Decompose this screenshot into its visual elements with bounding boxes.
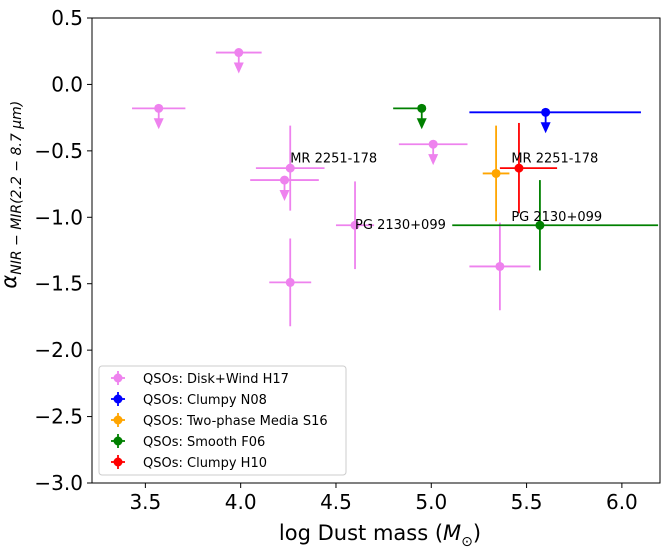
marker <box>428 139 438 149</box>
data-point <box>215 48 262 74</box>
legend-entry: QSOs: Clumpy N08 <box>111 392 267 408</box>
marker <box>495 261 505 271</box>
x-tick-label: 3.5 <box>129 490 161 514</box>
upper-limit-arrow <box>416 118 427 130</box>
y-tick-label: −2.0 <box>34 338 83 362</box>
legend-label: QSOs: Clumpy N08 <box>143 393 267 408</box>
marker <box>417 103 427 113</box>
upper-limit-arrow <box>279 190 290 202</box>
data-point <box>469 222 531 311</box>
data-layer <box>132 48 659 327</box>
legend-marker <box>113 436 123 446</box>
y-tick-label: −1.0 <box>34 205 83 229</box>
x-tick-label: 4.5 <box>320 490 352 514</box>
marker <box>285 277 295 287</box>
legend-entry: QSOs: Two-phase Media S16 <box>111 413 328 429</box>
legend-label: QSOs: Two-phase Media S16 <box>143 414 328 429</box>
data-point <box>499 122 558 214</box>
y-tick-label: −0.5 <box>34 139 83 163</box>
legend-label: QSOs: Smooth F06 <box>143 435 265 450</box>
x-axis-label: log Dust mass (M⊙) <box>279 521 481 548</box>
legend-marker <box>113 394 123 404</box>
data-point <box>482 125 510 222</box>
y-tick-label: 0.0 <box>51 72 83 96</box>
data-point <box>335 181 375 270</box>
legend-marker <box>113 415 123 425</box>
x-tick-label: 4.0 <box>225 490 257 514</box>
x-tick-label: 5.5 <box>511 490 543 514</box>
legend-marker <box>113 373 123 383</box>
upper-limit-arrow <box>540 122 551 134</box>
marker <box>541 107 551 117</box>
legend-entry: QSOs: Clumpy H10 <box>111 455 267 471</box>
y-axis-label: αNIR − MIR(2.2 − 8.7 μm) <box>0 101 25 289</box>
upper-limit-arrow <box>428 154 439 166</box>
legend-label: QSOs: Disk+Wind H17 <box>143 372 289 387</box>
data-point <box>132 103 186 130</box>
data-point <box>269 238 312 327</box>
ticks: 3.5 4.0 4.5 5.0 5.5 6.0 0.5 0.0 −0.5 −1.0 −1.5 −2.0… <box>34 6 637 514</box>
data-point <box>393 103 427 130</box>
plot-frame <box>91 17 661 484</box>
upper-limit-arrow <box>153 118 164 130</box>
data-point <box>452 180 659 271</box>
legend-label: QSOs: Clumpy H10 <box>143 456 267 471</box>
annotation-label: MR 2251-178 <box>290 152 377 167</box>
annotation-label: MR 2251-178 <box>511 152 598 167</box>
marker <box>280 175 290 185</box>
legend-box <box>98 365 347 476</box>
annotation-label: PG 2130+099 <box>355 218 446 233</box>
marker <box>234 48 244 58</box>
annotation-label: PG 2130+099 <box>511 210 602 225</box>
marker <box>285 163 295 173</box>
y-tick-label: −3.0 <box>34 471 83 495</box>
marker <box>491 168 501 178</box>
y-tick-label: 0.5 <box>51 6 83 30</box>
data-point <box>398 139 468 166</box>
x-tick-label: 6.0 <box>606 490 638 514</box>
y-tick-label: −2.5 <box>34 405 83 429</box>
legend-entry: QSOs: Disk+Wind H17 <box>111 371 289 387</box>
y-tick-label: −1.5 <box>34 272 83 296</box>
marker <box>350 220 360 230</box>
upper-limit-arrow <box>233 62 244 74</box>
marker <box>154 103 164 113</box>
data-point <box>255 125 325 211</box>
legend: QSOs: Disk+Wind H17 QSOs: Clumpy N08 QSOs:… <box>98 365 347 476</box>
legend-entry: QSOs: Smooth F06 <box>111 434 265 450</box>
annotations: MR 2251-178 PG 2130+099 MR 2251-178 PG 2130… <box>290 152 602 233</box>
data-point <box>250 175 319 202</box>
legend-marker <box>113 457 123 467</box>
marker <box>514 163 524 173</box>
x-tick-label: 5.0 <box>415 490 447 514</box>
marker <box>535 220 545 230</box>
data-point <box>469 107 641 134</box>
